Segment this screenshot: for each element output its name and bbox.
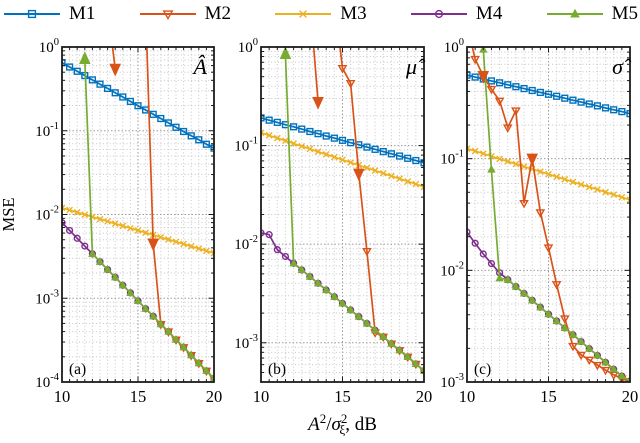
legend-item-m3: M3 (273, 3, 367, 24)
panel-c-series-M3 (467, 145, 630, 204)
panel-c-axes (466, 46, 631, 383)
legend-item-m1: M1 (2, 4, 95, 23)
offscale-arrow-up-icon (79, 51, 91, 64)
panel-c-xtick-label: 15 (540, 387, 557, 406)
panel-a-series-M3 (62, 204, 214, 257)
offscale-arrow-down-icon (353, 168, 365, 182)
m2-line-marker-icon (139, 9, 196, 20)
offscale-arrow-down-icon (109, 63, 121, 77)
panel-c-xtick-label: 20 (622, 387, 639, 406)
panel-b: 100 10-1 10-2 10-3 10 15 20 (b) μ̂ (234, 37, 433, 406)
panel-a-estimator-label: Â (192, 54, 208, 79)
panel-a-series-M5 (80, 54, 214, 382)
offscale-arrow-down-icon (312, 96, 324, 110)
panel-a-axes (61, 46, 215, 383)
m3-line-marker-icon (275, 9, 332, 18)
panel-c-letter-label: (c) (474, 361, 491, 378)
m4-line-marker-icon (410, 9, 467, 18)
panel-c-xtick-label: 10 (459, 387, 476, 406)
offscale-arrow-down-icon (477, 70, 490, 84)
panel-a-xtick-label: 15 (130, 387, 147, 406)
legend: M1 M2 M3 M4 M5 (0, 0, 640, 27)
panel-b-letter-label: (b) (268, 361, 286, 378)
panel-b-xtick-label: 15 (334, 387, 351, 406)
panel-c-ytick-label: 100 (444, 37, 464, 56)
panel-b-series (261, 47, 424, 377)
legend-item-m2: M2 (138, 4, 231, 23)
panel-b-ytick-label: 10-2 (234, 234, 258, 253)
panel-a-ytick-label: 100 (39, 37, 59, 56)
panel-b-ytick-label: 10-1 (234, 136, 258, 155)
panel-a-ytick-label: 10-2 (35, 205, 59, 224)
panel-b-xtick-label: 10 (253, 387, 270, 406)
panel-b-xtick-label: 20 (416, 387, 433, 406)
panel-b-ytick-label: 10-3 (234, 333, 258, 352)
panel-b-series-M5 (281, 49, 424, 374)
offscale-arrow-down-icon (526, 153, 538, 167)
panel-c-series-M5 (479, 47, 630, 382)
legend-item-m5: M5 (545, 4, 638, 23)
panel-a-letter-label: (a) (69, 361, 86, 378)
m1-line-marker-icon (4, 9, 60, 18)
panel-c-ytick-label: 10-2 (440, 260, 464, 279)
legend-label-m2: M2 (204, 3, 232, 24)
offscale-arrow-down-icon (147, 238, 159, 252)
x-axis-label: A2/σ2 ξ, dB (306, 411, 377, 437)
legend-item-m4: M4 (409, 4, 502, 23)
panel-a-xtick-label: 20 (206, 387, 223, 406)
panel-a-series (62, 47, 214, 382)
y-axis-label: MSE (0, 198, 18, 232)
legend-label-m3: M3 (340, 3, 367, 24)
legend-label-m4: M4 (475, 3, 503, 24)
panel-a-ytick-label: 10-3 (35, 288, 59, 307)
legend-label-m5: M5 (611, 3, 638, 24)
panel-a-ytick-label: 10-1 (35, 121, 59, 140)
m5-line-marker-icon (546, 8, 603, 18)
panel-b-ytick-label: 100 (238, 37, 258, 56)
panel-c-ytick-label: 10-1 (440, 149, 464, 168)
panel-b-axes (260, 46, 425, 383)
panel-a-xtick-label: 10 (54, 387, 71, 406)
panel-b-estimator-label: μ̂ (405, 54, 426, 79)
panel-b-grid (261, 47, 424, 382)
offscale-arrow-up-icon (279, 46, 292, 59)
legend-label-m1: M1 (69, 3, 96, 24)
panel-a-series-M1 (62, 59, 214, 152)
panel-c-series (467, 47, 630, 382)
